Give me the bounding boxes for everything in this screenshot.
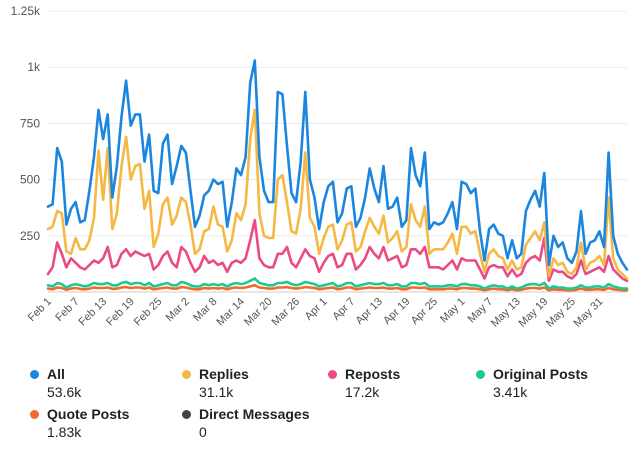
dot-icon — [182, 409, 191, 419]
y-tick-label: 500 — [20, 173, 40, 187]
legend-label: Reposts — [345, 366, 401, 382]
x-tick-label: May 19 — [516, 296, 550, 330]
legend-total: 17.2k — [345, 384, 380, 400]
dot-icon — [30, 409, 39, 419]
series-line-reposts — [46, 218, 629, 283]
legend-total: 31.1k — [199, 384, 234, 400]
legend-item-replies[interactable]: Replies 31.1k — [182, 366, 249, 400]
y-tick-label: 1.25k — [11, 4, 41, 18]
x-tick-label: Mar 14 — [214, 296, 247, 329]
x-tick-label: Feb 19 — [104, 296, 137, 329]
legend-item-quote-posts[interactable]: Quote Posts 1.83k — [30, 406, 129, 440]
legend-label: Quote Posts — [47, 406, 130, 422]
legend-total: 0 — [199, 424, 207, 440]
x-tick-label: Feb 13 — [77, 296, 110, 329]
x-tick-label: Apr 13 — [354, 296, 385, 327]
x-tick-label: Apr 1 — [303, 296, 330, 323]
legend-label: All — [47, 366, 65, 382]
legend-total: 3.41k — [493, 384, 528, 400]
y-tick-label: 250 — [20, 229, 40, 243]
dot-icon — [30, 369, 39, 379]
x-tick-label: May 31 — [572, 296, 606, 330]
series-line-replies — [46, 108, 629, 280]
x-tick-label: May 13 — [489, 296, 523, 330]
legend-item-original-posts[interactable]: Original Posts 3.41k — [476, 366, 588, 400]
series-line-all — [46, 59, 629, 271]
legend-item-reposts[interactable]: Reposts 17.2k — [328, 366, 400, 400]
dot-icon — [328, 369, 337, 379]
x-tick-label: May 1 — [438, 296, 468, 326]
y-tick-label: 750 — [20, 116, 40, 130]
legend-label: Direct Messages — [199, 406, 310, 422]
x-tick-label: Mar 2 — [164, 296, 192, 324]
x-tick-label: Apr 25 — [409, 296, 440, 327]
legend-total: 1.83k — [47, 424, 82, 440]
x-tick-label: Apr 19 — [381, 296, 412, 327]
legend-label: Original Posts — [493, 366, 588, 382]
x-tick-label: Feb 25 — [132, 296, 165, 329]
x-tick-label: Mar 26 — [270, 296, 303, 329]
legend-label: Replies — [199, 366, 249, 382]
series-line-quote-posts — [46, 283, 629, 292]
legend-total: 53.6k — [47, 384, 82, 400]
dot-icon — [182, 369, 191, 379]
dot-icon — [476, 369, 485, 379]
legend-item-direct-messages[interactable]: Direct Messages 0 — [182, 406, 310, 440]
x-tick-label: Feb 1 — [26, 296, 54, 324]
x-tick-label: May 25 — [544, 296, 578, 330]
line-chart: 250 500 750 1k 1.25k Feb 1 Feb 7 Feb 13 Feb 19 Fe… — [11, 4, 629, 330]
series-line-original-posts — [46, 277, 629, 290]
legend-item-all[interactable]: All 53.6k — [30, 366, 81, 400]
x-tick-label: Mar 20 — [242, 296, 275, 329]
y-tick-label: 1k — [27, 60, 41, 74]
